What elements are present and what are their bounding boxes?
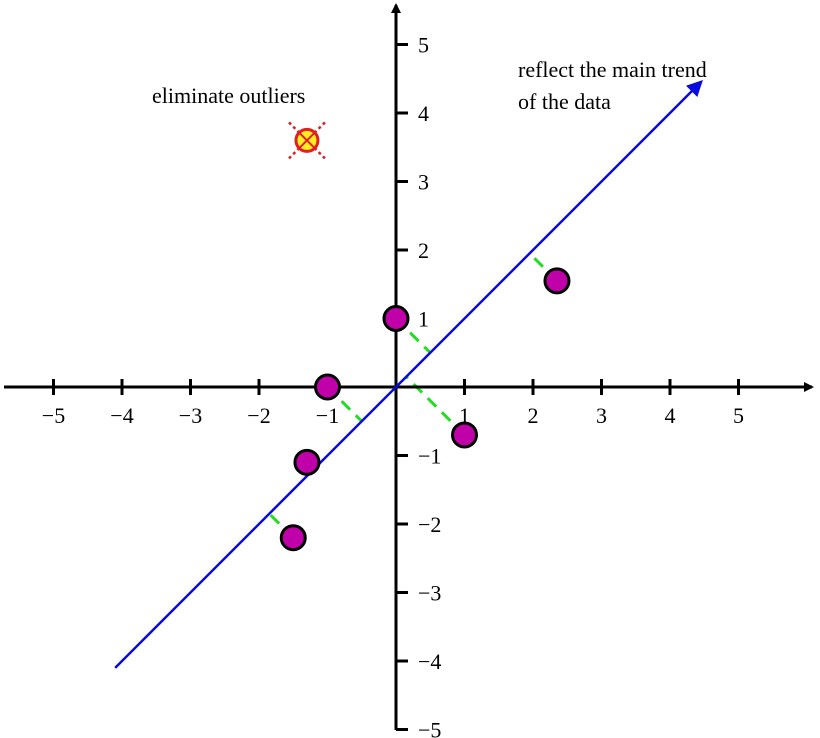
data-points — [279, 267, 571, 552]
annotations: eliminate outliers reflect the main tren… — [152, 57, 707, 114]
y-tick-label: 5 — [418, 33, 429, 58]
y-tick-label: −2 — [418, 512, 441, 537]
x-tick-label: 5 — [733, 403, 744, 428]
trend-annotation-line1: reflect the main trend — [518, 57, 707, 82]
axes: −5 −4 −3 −2 −1 1 2 3 4 5 5 4 3 2 1 −1 −2 −3 −4 −5 — [4, 3, 814, 738]
residual-lines — [268, 252, 559, 539]
y-tick-label: −3 — [418, 581, 441, 606]
trend-line — [114, 80, 703, 669]
data-point — [279, 524, 307, 552]
outlier-annotation: eliminate outliers — [152, 83, 305, 108]
trend-line-group — [114, 80, 703, 669]
y-tick-label: 2 — [418, 238, 429, 263]
x-tick-label: −4 — [110, 403, 133, 428]
data-point — [451, 421, 478, 449]
x-tick-label: 3 — [596, 403, 607, 428]
outlier-x-mark — [299, 132, 315, 149]
y-tick-label: 3 — [418, 170, 429, 195]
trend-annotation-line2: of the data — [518, 89, 611, 114]
x-tick-label: −3 — [179, 403, 202, 428]
y-tick-label: −5 — [418, 718, 441, 738]
x-tick-label: 4 — [665, 403, 676, 428]
y-tick-label: 1 — [418, 307, 429, 332]
x-tick-label: −2 — [247, 403, 270, 428]
outlier-group — [288, 121, 326, 160]
x-tick-label: −5 — [42, 403, 65, 428]
data-point — [314, 373, 341, 401]
y-tick-label: −1 — [418, 444, 441, 469]
x-tick-label: −1 — [316, 403, 339, 428]
data-point — [382, 305, 410, 332]
data-point — [293, 448, 321, 476]
x-tick-label: 2 — [528, 403, 539, 428]
x-tick-label: 1 — [459, 403, 470, 428]
y-tick-label: −4 — [418, 649, 441, 674]
y-tick-label: 4 — [418, 101, 429, 126]
data-point — [543, 267, 571, 295]
